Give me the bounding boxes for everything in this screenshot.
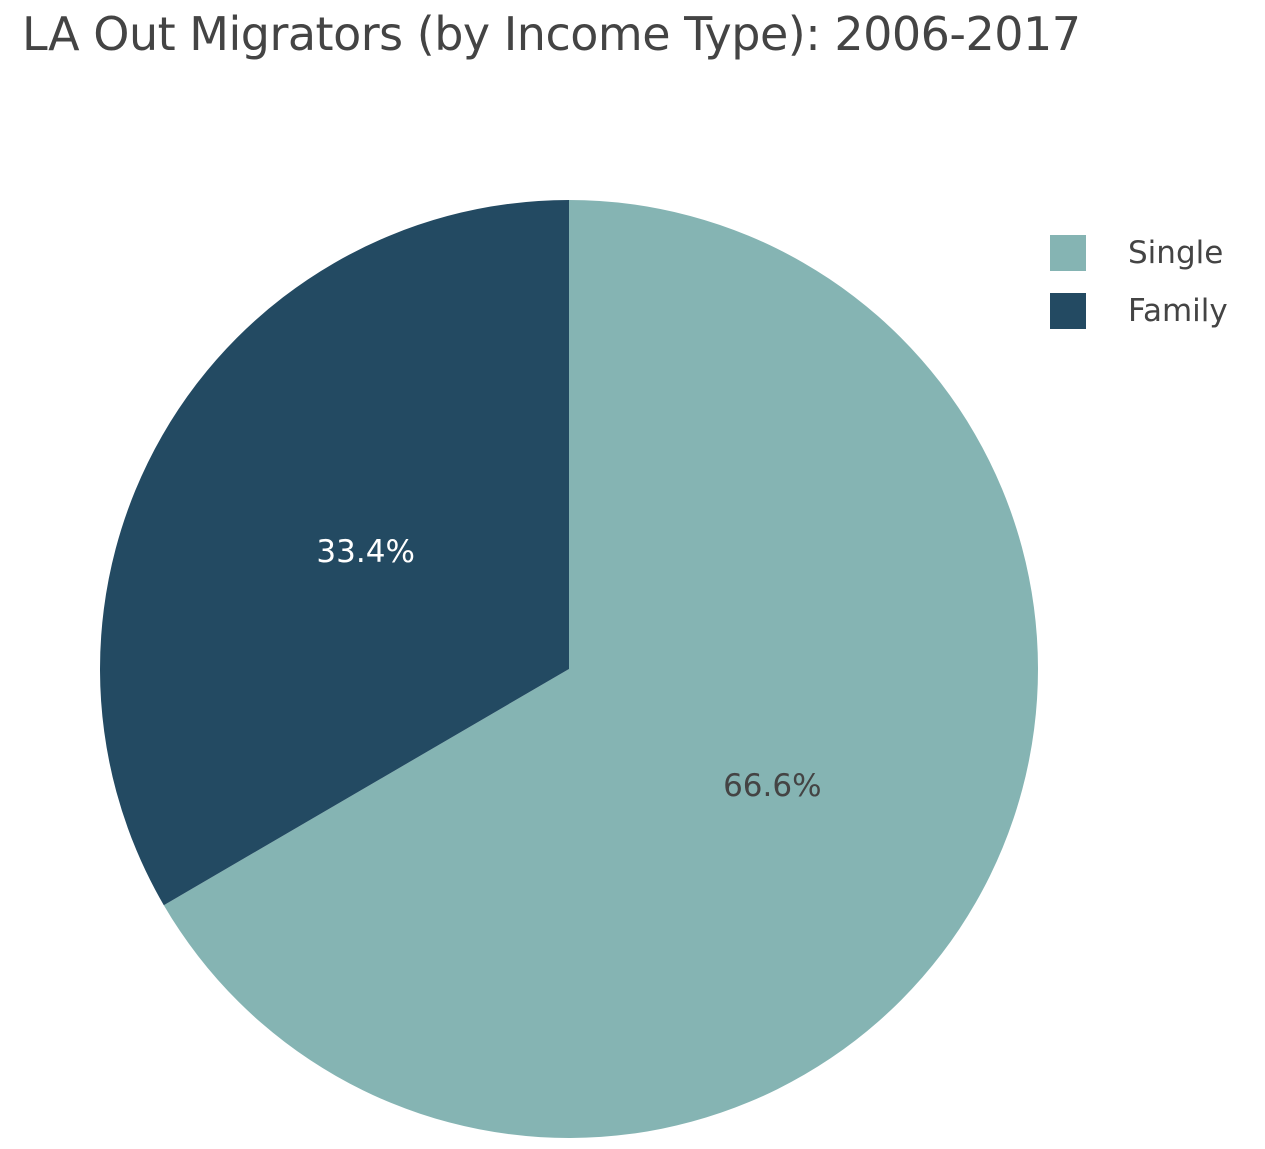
legend-item-family[interactable]: Family <box>1050 282 1260 340</box>
pie-slice-family[interactable] <box>100 200 570 906</box>
legend-swatch-family <box>1050 293 1086 329</box>
legend-label-family: Family <box>1128 293 1228 329</box>
pie-slice-single[interactable] <box>163 200 1038 1138</box>
chart-title: LA Out Migrators (by Income Type): 2006-… <box>22 7 1081 61</box>
slice-label-single: 66.6% <box>723 768 821 804</box>
legend-swatch-single <box>1050 235 1086 271</box>
pie-slices <box>100 200 1038 1138</box>
legend-item-single[interactable]: Single <box>1050 224 1260 282</box>
legend-label-single: Single <box>1128 235 1224 271</box>
pie-slice-labels: 66.6% 33.4% <box>316 534 821 804</box>
legend: Single Family <box>1050 224 1260 340</box>
slice-label-family: 33.4% <box>316 534 414 570</box>
